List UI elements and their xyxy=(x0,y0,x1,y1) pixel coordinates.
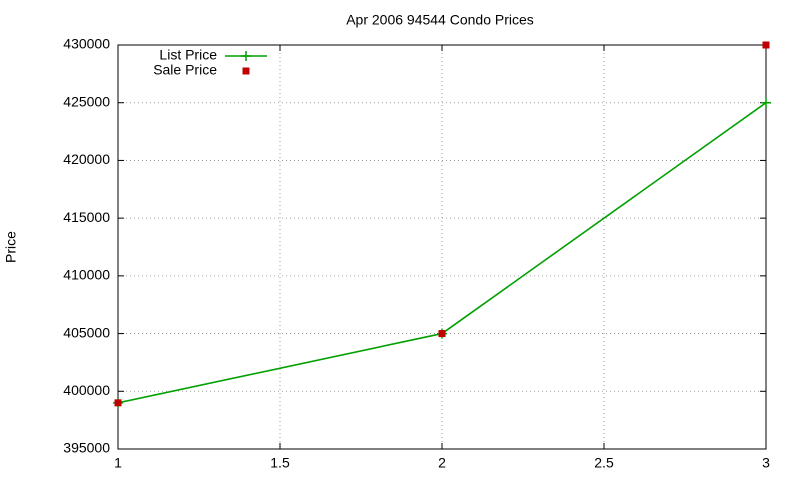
y-tick-label: 415000 xyxy=(63,209,110,225)
chart-title: Apr 2006 94544 Condo Prices xyxy=(346,12,534,28)
point xyxy=(762,41,770,49)
x-tick-label: 1 xyxy=(114,455,122,471)
point xyxy=(438,330,446,338)
x-tick-label: 1.5 xyxy=(270,455,290,471)
y-tick-label: 410000 xyxy=(63,267,110,283)
point xyxy=(761,97,771,108)
point xyxy=(114,399,122,407)
legend-label: List Price xyxy=(159,47,217,63)
x-tick-label: 2 xyxy=(438,455,446,471)
legend-marker xyxy=(241,51,251,61)
y-tick-label: 425000 xyxy=(63,93,110,109)
y-axis-label: Price xyxy=(3,231,19,263)
legend-marker xyxy=(242,67,250,75)
legend-label: Sale Price xyxy=(153,62,217,78)
y-tick-label: 395000 xyxy=(63,440,110,456)
x-tick-label: 3 xyxy=(762,455,770,471)
y-tick-label: 430000 xyxy=(63,36,110,52)
y-tick-label: 400000 xyxy=(63,382,110,398)
y-tick-label: 420000 xyxy=(63,151,110,167)
x-tick-label: 2.5 xyxy=(594,455,614,471)
plot-frame xyxy=(117,44,767,450)
y-tick-label: 405000 xyxy=(63,324,110,340)
